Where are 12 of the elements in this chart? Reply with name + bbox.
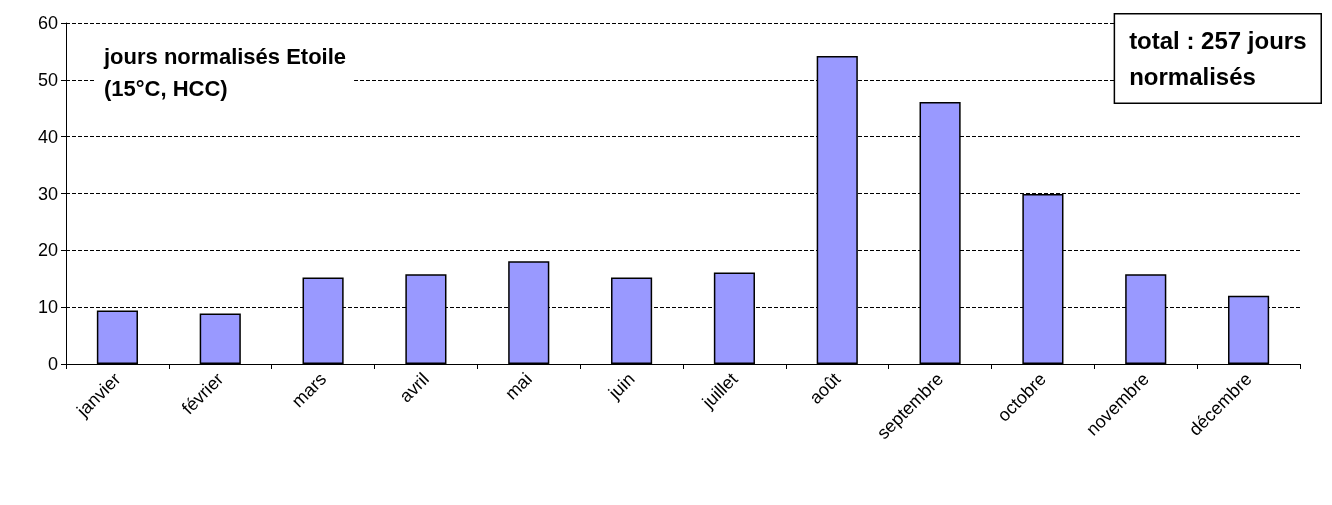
y-tick-label: 10 [37,297,58,318]
x-tick-label: avril [395,368,433,407]
x-tick-label: juin [604,368,639,404]
y-tick-label: 0 [47,354,58,374]
annotation: total : 257 jours normalisés [1129,27,1307,90]
y-tick-label: 40 [37,126,58,147]
text: jours normalisés Etoile (15°C, HCC) [103,43,347,101]
y-tick-label: 30 [37,183,58,204]
y-tick-label: 20 [37,240,58,261]
y-tick-label: 50 [37,69,58,90]
x-tick-label: mai [501,368,536,404]
y-tick-label: 60 [37,13,58,33]
